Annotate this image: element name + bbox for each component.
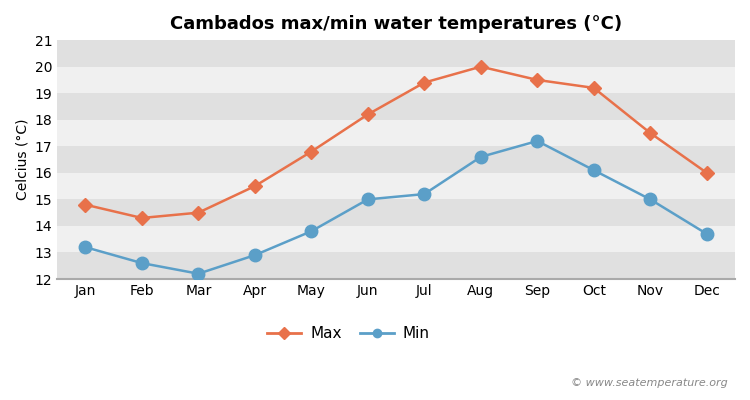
Max (251, 184, 260, 188)
Line: Max: Max (80, 62, 712, 223)
Bar (57, 252, 735, 279)
Bar (57, 226, 735, 252)
Y-axis label: Celcius (°C): Celcius (°C) (15, 119, 29, 200)
Bar (57, 120, 735, 146)
Max (702, 170, 711, 175)
Bar (57, 173, 735, 199)
Max (137, 216, 146, 220)
Max (81, 202, 90, 207)
Bar (57, 93, 735, 120)
Min (194, 271, 203, 276)
Max (194, 210, 203, 215)
Min (251, 253, 260, 258)
Bar (57, 40, 735, 67)
Max (307, 149, 316, 154)
Min (590, 168, 598, 172)
Max (532, 78, 542, 82)
Line: Min: Min (80, 135, 713, 280)
Max (476, 64, 485, 69)
Min (137, 261, 146, 266)
Legend: Max, Min: Max, Min (261, 320, 436, 347)
Min (363, 197, 372, 202)
Max (420, 80, 429, 85)
Min (307, 229, 316, 234)
Min (81, 245, 90, 250)
Min (702, 232, 711, 236)
Text: © www.seatemperature.org: © www.seatemperature.org (571, 378, 728, 388)
Bar (57, 146, 735, 173)
Min (532, 138, 542, 143)
Title: Cambados max/min water temperatures (°C): Cambados max/min water temperatures (°C) (170, 15, 622, 33)
Min (420, 192, 429, 196)
Max (590, 86, 598, 90)
Min (476, 154, 485, 159)
Max (646, 131, 655, 136)
Max (363, 112, 372, 117)
Min (646, 197, 655, 202)
Bar (57, 199, 735, 226)
Bar (57, 67, 735, 93)
